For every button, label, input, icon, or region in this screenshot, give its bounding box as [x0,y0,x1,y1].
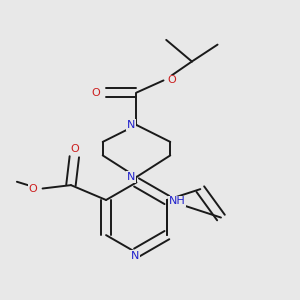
Text: O: O [167,75,176,85]
Text: N: N [127,172,135,182]
Text: NH: NH [169,196,185,206]
Text: N: N [127,120,135,130]
Text: O: O [92,88,100,98]
Text: O: O [29,184,38,194]
Text: N: N [131,251,139,261]
Text: O: O [70,144,79,154]
